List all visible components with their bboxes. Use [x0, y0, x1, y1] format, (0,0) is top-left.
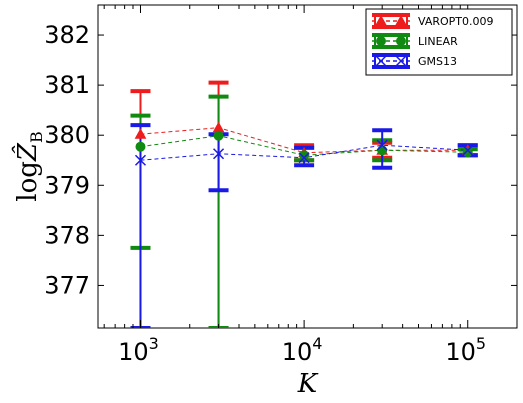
data-point — [213, 130, 224, 141]
x-tick-label: 103 — [118, 334, 159, 366]
data-point — [298, 152, 310, 164]
y-tick-label: 377 — [44, 271, 90, 299]
chart-marks — [130, 80, 478, 328]
legend-marker — [395, 14, 407, 26]
data-point — [213, 148, 225, 160]
legend-marker — [375, 55, 387, 67]
data-point — [134, 128, 147, 139]
data-point — [134, 154, 147, 166]
data-point — [299, 150, 310, 161]
y-tick-label: 381 — [44, 71, 90, 99]
y-tick-label: 382 — [44, 21, 90, 49]
data-point — [462, 147, 473, 158]
y-tick-label: 380 — [44, 121, 90, 149]
x-tick-label: 104 — [282, 334, 323, 366]
x-tick-label: 105 — [445, 334, 486, 366]
data-point — [135, 141, 146, 152]
legend-label: VAROPT0.009 — [418, 15, 494, 28]
legend-marker — [396, 36, 406, 46]
legend-box — [365, 8, 513, 76]
y-axis-label: logẐB — [11, 131, 46, 201]
series-line — [140, 135, 468, 156]
y-tick-label: 379 — [44, 171, 90, 199]
legend-label: LINEAR — [418, 35, 458, 48]
legend: VAROPT0.009 LINEAR GMS13 — [365, 8, 513, 76]
plot-clipped — [130, 80, 478, 328]
x-axis-label: K — [297, 369, 319, 399]
legend-label: GMS13 — [418, 55, 457, 68]
series-line — [140, 127, 468, 154]
legend-marker — [395, 55, 407, 67]
y-tick-label: 378 — [44, 221, 90, 249]
data-point — [376, 139, 388, 151]
legend-marker — [375, 14, 387, 26]
legend-marker — [376, 36, 386, 46]
markers-gms13 — [134, 139, 474, 166]
data-point — [462, 144, 474, 156]
data-point — [377, 145, 388, 156]
